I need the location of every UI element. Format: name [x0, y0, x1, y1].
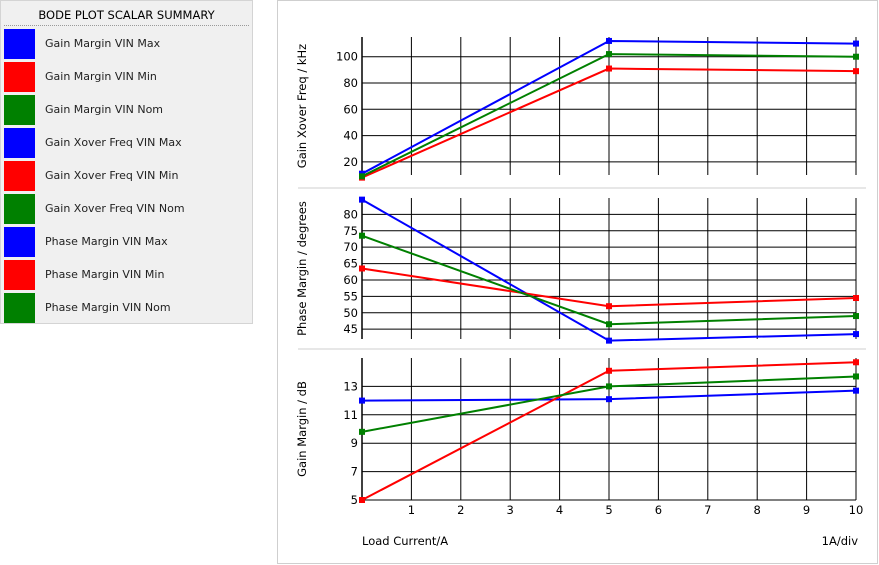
data-point: [606, 337, 612, 344]
data-point: [606, 396, 612, 403]
x-tick-label: 2: [457, 503, 464, 517]
y-tick-label: 40: [343, 129, 358, 143]
legend-swatch: [4, 194, 35, 224]
data-point: [853, 295, 859, 302]
data-point: [359, 265, 365, 272]
x-tick-label: 6: [655, 503, 662, 517]
data-point: [853, 387, 859, 394]
y-tick-label: 45: [343, 322, 358, 336]
data-point: [606, 303, 612, 310]
y-tick-label: 13: [343, 379, 358, 393]
data-point: [359, 497, 365, 503]
x-tick-label: 9: [803, 503, 810, 517]
data-point: [606, 321, 612, 328]
legend-item[interactable]: Phase Margin VIN Nom: [4, 293, 250, 323]
legend-swatch: [4, 227, 35, 257]
legend-label: Phase Margin VIN Min: [45, 268, 165, 281]
legend-swatch: [4, 260, 35, 290]
legend-swatch: [4, 29, 35, 59]
y-tick-label: 80: [343, 76, 358, 90]
legend-label: Gain Margin VIN Max: [45, 37, 161, 50]
y-axis-label: Gain Margin / dB: [295, 381, 309, 477]
x-tick-label: 4: [556, 503, 563, 517]
y-tick-label: 65: [343, 257, 358, 271]
legend-swatch: [4, 62, 35, 92]
chart-panel-3: 5 7 9 11 13 Gain Margin / dB: [295, 358, 859, 507]
data-point: [359, 196, 365, 203]
y-tick-label: 11: [343, 408, 358, 422]
legend-panel: BODE PLOT SCALAR SUMMARY Gain Margin VIN…: [0, 0, 253, 324]
y-tick-label: 9: [351, 436, 358, 450]
legend-swatch: [4, 95, 35, 125]
legend-item[interactable]: Gain Margin VIN Min: [4, 62, 250, 92]
legend-swatch: [4, 161, 35, 191]
y-tick-label: 75: [343, 224, 358, 238]
data-point: [359, 232, 365, 239]
legend-swatch: [4, 128, 35, 158]
y-tick-label: 5: [351, 493, 358, 507]
legend-label: Gain Xover Freq VIN Max: [45, 136, 182, 149]
legend-label: Gain Xover Freq VIN Min: [45, 169, 179, 182]
x-tick-label: 7: [704, 503, 711, 517]
y-tick-label: 70: [343, 240, 358, 254]
legend-item[interactable]: Gain Xover Freq VIN Max: [4, 128, 250, 158]
data-point: [853, 68, 859, 75]
legend-label: Phase Margin VIN Max: [45, 235, 168, 248]
legend-swatch: [4, 293, 35, 323]
data-point: [853, 331, 859, 338]
legend-item[interactable]: Gain Xover Freq VIN Nom: [4, 194, 250, 224]
legend-label: Phase Margin VIN Nom: [45, 301, 171, 314]
legend-item[interactable]: Phase Margin VIN Max: [4, 227, 250, 257]
y-tick-label: 60: [343, 102, 358, 116]
y-tick-label: 50: [343, 306, 358, 320]
legend-item[interactable]: Gain Xover Freq VIN Min: [4, 161, 250, 191]
chart-panel: 20 40 60 80 100 Gain Xover Freq / kHz 45 50 55 60…: [277, 0, 878, 564]
legend-label: Gain Margin VIN Min: [45, 70, 157, 83]
y-axis-label: Gain Xover Freq / kHz: [295, 44, 309, 168]
data-point: [606, 51, 612, 58]
data-point: [853, 373, 859, 380]
x-tick-label: 1: [408, 503, 415, 517]
x-axis-label: Load Current/A: [362, 534, 448, 548]
data-point: [606, 37, 612, 44]
data-point: [853, 53, 859, 60]
legend-label: Gain Xover Freq VIN Nom: [45, 202, 185, 215]
chart-panel-2: 45 50 55 60 65 70 75 80 Phase Margin / degrees: [295, 196, 859, 344]
data-point: [853, 313, 859, 320]
data-point: [606, 383, 612, 390]
legend-item[interactable]: Phase Margin VIN Min: [4, 260, 250, 290]
data-point: [606, 367, 612, 374]
y-tick-label: 60: [343, 273, 358, 287]
data-point: [853, 40, 859, 47]
legend-title: BODE PLOT SCALAR SUMMARY: [4, 1, 249, 26]
x-tick-label: 8: [754, 503, 761, 517]
data-point: [359, 397, 365, 404]
x-tick-label: 3: [507, 503, 514, 517]
chart-panel-1: 20 40 60 80 100 Gain Xover Freq / kHz: [295, 37, 859, 181]
y-tick-label: 20: [343, 155, 358, 169]
x-tick-label: 10: [849, 503, 864, 517]
y-axis-label: Phase Margin / degrees: [295, 201, 309, 336]
y-tick-label: 80: [343, 207, 358, 221]
data-point: [853, 359, 859, 366]
legend-item[interactable]: Gain Margin VIN Max: [4, 29, 250, 59]
legend-label: Gain Margin VIN Nom: [45, 103, 164, 116]
data-point: [359, 428, 365, 435]
legend-item[interactable]: Gain Margin VIN Nom: [4, 95, 250, 125]
data-point: [359, 173, 365, 180]
y-tick-label: 100: [336, 50, 358, 64]
data-point: [606, 65, 612, 72]
y-tick-label: 7: [351, 465, 358, 479]
x-scale-label: 1A/div: [822, 534, 859, 548]
y-tick-label: 55: [343, 289, 358, 303]
x-tick-label: 5: [605, 503, 612, 517]
